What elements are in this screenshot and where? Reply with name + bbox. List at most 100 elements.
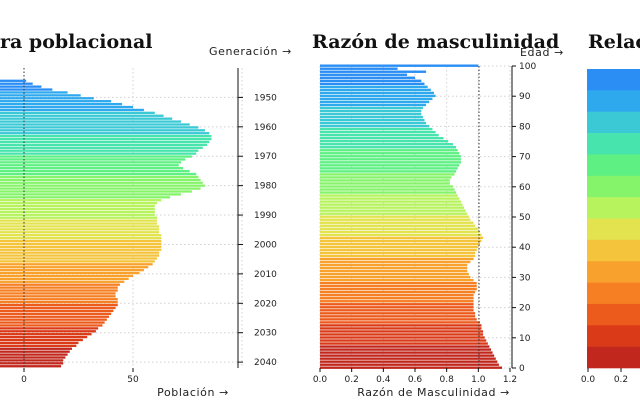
relation-band [587,175,640,198]
ratio-bar [320,209,466,212]
population-tick-label: 50 [127,375,139,385]
relation-band [587,346,640,369]
generation-tick-label: 2040 [254,358,277,368]
ratio-bar [320,200,461,203]
population-bar [0,129,205,132]
population-bar [0,324,103,327]
age-tick-label: 60 [519,183,531,193]
population-bar [0,292,116,295]
population-bar [0,321,105,324]
population-bar [0,120,181,123]
age-tick-label: 90 [519,92,531,102]
population-bar [0,298,118,301]
age-tick-label: 70 [519,153,531,163]
generation-axis-label: Generación → [209,45,292,58]
population-bar [0,330,96,333]
ratio-bar [320,64,479,67]
age-tick-label: 80 [519,122,531,132]
ratio-bar [320,152,460,155]
ratio-bar [320,67,398,70]
age-tick-label: 0 [519,364,525,374]
ratio-bar [320,206,465,209]
population-bar [0,117,173,120]
population-bar [0,245,162,248]
ratio-bar [320,109,422,113]
ratio-x-ticks: 0.0 0.2 0.4 0.6 0.8 1.0 1.2 [313,368,517,385]
population-bar [0,140,210,144]
relation-band [587,239,640,262]
population-bar [0,169,190,173]
generation-tick-label: 1980 [254,182,277,192]
population-bar [0,216,157,219]
population-bar [0,365,62,368]
ratio-bar [320,103,427,107]
relation-band [587,133,640,155]
ratio-bar [320,245,479,249]
ratio-bar [320,179,450,182]
ratio-bar [320,221,474,224]
population-bar [0,210,155,214]
population-bar [0,289,118,292]
ratio-bar [320,155,461,158]
ratio-bar [320,91,434,95]
ratio-bar [320,330,484,333]
population-bar [0,79,27,82]
population-bar [0,164,179,167]
population-bar [0,199,162,202]
relation-tick-label: 0.2 [614,375,628,385]
ratio-bar [320,73,408,76]
relation-x-ticks: 0.0 0.2 [581,368,628,385]
population-bar [0,251,160,254]
population-bar [0,155,192,158]
population-bar [0,231,160,234]
ratio-bar [320,188,455,191]
population-bar [0,295,116,298]
ratio-bar [320,203,463,206]
population-bar [0,187,201,190]
age-tick-label: 50 [519,213,531,223]
population-bar [0,280,125,283]
relation-panel: 0.0 0.2 Relac [581,31,640,385]
ratio-bar [320,224,476,227]
relation-band [587,154,640,177]
relation-band [587,111,640,134]
population-bar [0,327,99,330]
population-bar [0,184,205,187]
relation-band [587,90,640,113]
ratio-bar [320,146,457,149]
relation-band [587,282,640,305]
ratio-bar [320,357,496,360]
population-bar [0,178,201,181]
ratio-bar [320,324,482,327]
ratio-bar [320,185,453,188]
ratio-bar [320,136,444,140]
ratio-bar [320,327,482,330]
ratio-bar [320,197,460,200]
ratio-tick-label: 1.2 [503,375,517,385]
ratio-bar [320,342,488,345]
population-bar [0,306,116,310]
ratio-bar [320,112,422,116]
ratio-bar [320,287,477,291]
population-bar [0,149,199,152]
ratio-tick-label: 1.0 [471,375,486,385]
ratio-bar [320,94,436,98]
population-bar [0,105,133,109]
ratio-bar [320,275,471,279]
population-bar [0,146,203,149]
population-bar [0,353,68,356]
age-tick-label: 100 [519,62,536,72]
ratio-bar [320,100,430,104]
generation-tick-label: 2000 [254,240,277,250]
age-tick-label: 40 [519,243,531,253]
generation-tick-label: 1950 [254,93,277,103]
ratio-bar [320,236,484,240]
ratio-bar [320,127,433,131]
population-bar [0,82,33,85]
ratio-bar [320,306,474,309]
population-bar [0,94,81,97]
relation-band [587,303,640,326]
ratio-bar [320,158,461,161]
population-axis-label: Población → [157,386,229,399]
relation-tick-label: 0.0 [581,375,596,385]
